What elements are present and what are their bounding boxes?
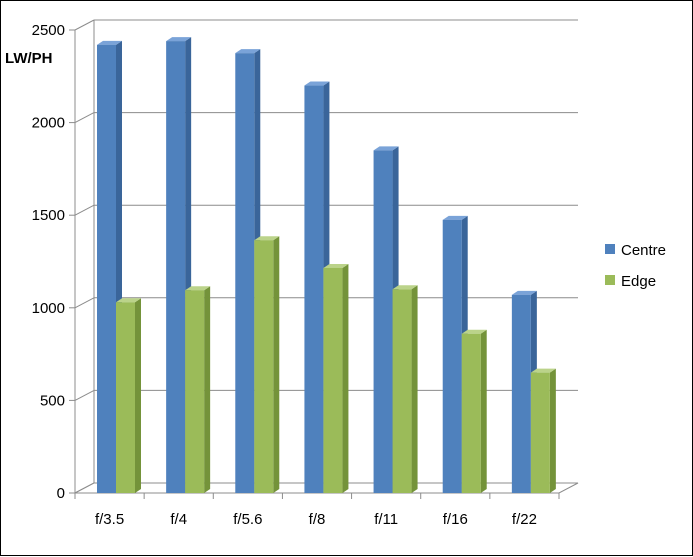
gridline-side [74,19,95,31]
bar-edge [323,267,343,493]
bar-top [116,298,141,303]
bar-centre [373,150,393,493]
y-tick-label: 1000 [32,300,65,317]
bar-centre [511,294,531,493]
bar-side [549,368,556,493]
x-tick-label: f/16 [443,511,468,528]
bar-top [392,285,418,290]
bar-top [461,329,487,334]
y-tick-label: 500 [40,392,65,409]
x-tick-label: f/11 [374,511,398,528]
gridline-side [74,297,95,309]
legend-swatch [605,275,615,285]
bar-top [254,236,280,241]
y-tick-label: 2000 [32,115,65,132]
bar-top [373,146,399,151]
bar-centre [442,219,462,493]
bar-side [273,236,280,493]
legend-label: Edge [621,273,656,290]
bar-side [342,263,349,493]
y-axis-label: LW/PH [5,50,53,67]
bar-top [166,37,192,42]
bar-side [480,329,487,493]
bar-top [235,49,261,54]
x-tick-label: f/4 [170,511,187,528]
y-tick-label: 1500 [32,207,65,224]
gridline-side [74,112,95,124]
x-tick-label: f/3.5 [95,511,124,528]
x-tick-label: f/22 [512,511,537,528]
bar-edge [392,289,412,493]
x-tick-label: f/8 [309,511,326,528]
y-tick-label: 2500 [32,22,65,39]
bar-centre [166,41,186,493]
gridline-side [74,204,95,216]
bar-centre [97,44,116,493]
legend-label: Centre [621,242,666,259]
gridline-side [74,389,95,401]
bar-top [323,263,349,268]
bar-centre [304,85,324,493]
bar-top [442,215,468,220]
bar-side [204,286,211,493]
bar-centre [235,53,255,494]
bar-side [135,298,141,493]
y-tick-label: 0 [57,485,65,502]
bar-top [185,286,211,291]
bar-edge [254,240,274,493]
bar-side [411,285,418,493]
bar-top [530,368,556,373]
bar-top [97,40,122,45]
bar-edge [530,372,550,493]
bar-edge [185,290,205,493]
bar-edge [461,333,481,493]
bar-top [304,81,330,86]
bar-edge [116,302,135,493]
x-tick-label: f/5.6 [233,511,262,528]
bar-top [511,290,537,295]
legend-swatch [605,244,615,254]
